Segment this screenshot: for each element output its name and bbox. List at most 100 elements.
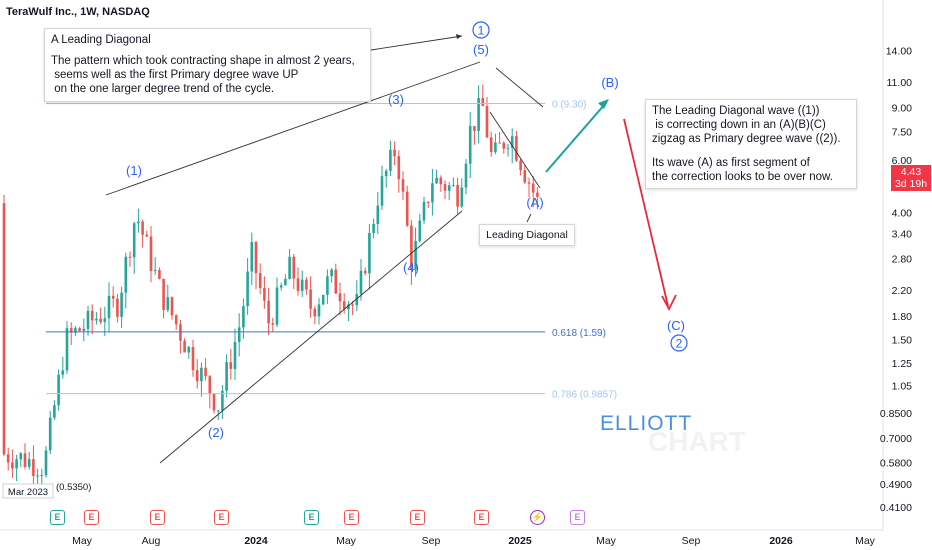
- earnings-event-marker[interactable]: E: [50, 510, 65, 525]
- price-tick-label: 6.00: [892, 155, 913, 167]
- price-tick-label: 7.50: [892, 126, 913, 138]
- leading-diagonal-note-line-2: seems well as the first Primary degree w…: [51, 69, 299, 81]
- candle-body: [254, 242, 258, 274]
- note-pointer-arrowhead: [456, 34, 462, 39]
- price-tick-label: 9.00: [892, 103, 913, 115]
- diagonal-lower-trendline: [159, 210, 463, 464]
- degree-label: 2: [676, 337, 683, 351]
- candle-body: [237, 327, 241, 342]
- price-tick-label: 1.50: [892, 334, 913, 346]
- candle-body: [15, 459, 18, 469]
- candle-body: [233, 341, 237, 369]
- candle-body: [204, 367, 207, 377]
- earnings-event-marker[interactable]: E: [474, 510, 489, 525]
- candle-body: [242, 306, 245, 328]
- price-tick-label: 0.5800: [880, 457, 912, 469]
- candle-body: [347, 304, 350, 310]
- candle-body: [527, 182, 531, 184]
- candle-body: [498, 142, 501, 144]
- candle-body: [195, 370, 199, 382]
- candle-body: [57, 374, 60, 406]
- wave-label: (4): [403, 260, 419, 275]
- candle-body: [279, 285, 283, 288]
- price-tick-label: 2.80: [892, 254, 913, 266]
- watermark-chart: CHART: [648, 426, 746, 457]
- candle-body: [221, 390, 224, 411]
- candle-body: [288, 256, 291, 279]
- leading-diagonal-note-line-1: The pattern which took contracting shape…: [51, 55, 355, 67]
- candle-body: [489, 137, 493, 152]
- candle-body: [456, 184, 459, 207]
- leading-diagonal-tag: Leading Diagonal: [479, 224, 575, 246]
- candle-body: [40, 475, 44, 477]
- leading-diagonal-note-line-3: on the one larger degree trend of the cy…: [51, 83, 275, 95]
- candle-body: [36, 475, 39, 477]
- time-tick-label: 2025: [508, 535, 532, 547]
- candle-body: [401, 179, 405, 192]
- candle-body: [284, 278, 287, 286]
- candle-body: [452, 184, 455, 186]
- candle-body: [334, 269, 338, 294]
- earnings-event-marker[interactable]: E: [304, 510, 319, 525]
- degree-label-circle: [670, 334, 688, 352]
- diagonal-upper-trendline: [105, 61, 481, 196]
- low-date-label: Mar 2023: [8, 487, 48, 498]
- earnings-event-marker[interactable]: E: [214, 510, 229, 525]
- split-event-marker[interactable]: ⚡: [530, 510, 545, 525]
- candle-body: [359, 270, 363, 295]
- candle-body: [317, 304, 321, 317]
- time-tick-label: May: [596, 535, 617, 547]
- time-tick-label: May: [336, 535, 357, 547]
- price-tick-label: 0.8500: [880, 408, 912, 420]
- candle-body: [460, 187, 464, 207]
- low-date-box: [2, 483, 54, 499]
- fib-level-label: 0.618 (1.59): [552, 328, 606, 339]
- candle-body: [473, 126, 476, 131]
- candle-body: [389, 149, 392, 171]
- candle-body: [468, 126, 472, 164]
- candle-body: [179, 324, 182, 341]
- candle-body: [191, 347, 195, 371]
- candle-body: [431, 183, 434, 203]
- earnings-event-marker[interactable]: E: [150, 510, 165, 525]
- candle-body: [422, 201, 426, 221]
- earnings-event-marker[interactable]: E: [410, 510, 425, 525]
- fib-level-label: 0 (9.30): [552, 99, 586, 110]
- correction-note-line-5: Its wave (A) as first segment of: [652, 157, 810, 169]
- bar-countdown: 3d 19h: [894, 178, 928, 190]
- candle-body: [103, 318, 107, 323]
- candle-body: [494, 142, 497, 152]
- earnings-event-marker[interactable]: E: [570, 510, 585, 525]
- candle-body: [250, 242, 254, 272]
- last-price-value: 4.43: [900, 166, 922, 178]
- candle-body: [321, 294, 325, 305]
- time-tick-label: May: [72, 535, 93, 547]
- earnings-event-marker[interactable]: E: [344, 510, 359, 525]
- candle-body: [216, 410, 220, 412]
- candle-body: [405, 191, 409, 226]
- low-value-label: (0.5350): [56, 482, 91, 493]
- candle-body: [149, 236, 153, 272]
- candle-body: [82, 328, 86, 331]
- wave-c-arrowhead: [661, 294, 677, 311]
- candle-body: [410, 225, 413, 270]
- correction-note: The Leading Diagonal wave ((1)) is corre…: [645, 99, 857, 189]
- candle-body: [132, 223, 136, 258]
- wave-a-lower-line: [489, 111, 541, 189]
- correction-note-line-6: the correction looks to be over now.: [652, 171, 833, 183]
- candle-body: [300, 279, 304, 291]
- candle-body: [69, 328, 73, 333]
- candle-body: [158, 269, 161, 279]
- price-tick-label: 1.05: [892, 381, 913, 393]
- candle-body: [6, 454, 10, 463]
- symbol-title: TeraWulf Inc., 1W, NASDAQ: [6, 6, 150, 18]
- candle-body: [292, 256, 296, 279]
- candle-body: [90, 310, 94, 321]
- candle-body: [86, 310, 90, 329]
- candle-body: [212, 394, 216, 411]
- candle-body: [208, 376, 212, 395]
- time-tick-label: 2024: [244, 535, 268, 547]
- earnings-event-marker[interactable]: E: [84, 510, 99, 525]
- candle-body: [263, 287, 266, 301]
